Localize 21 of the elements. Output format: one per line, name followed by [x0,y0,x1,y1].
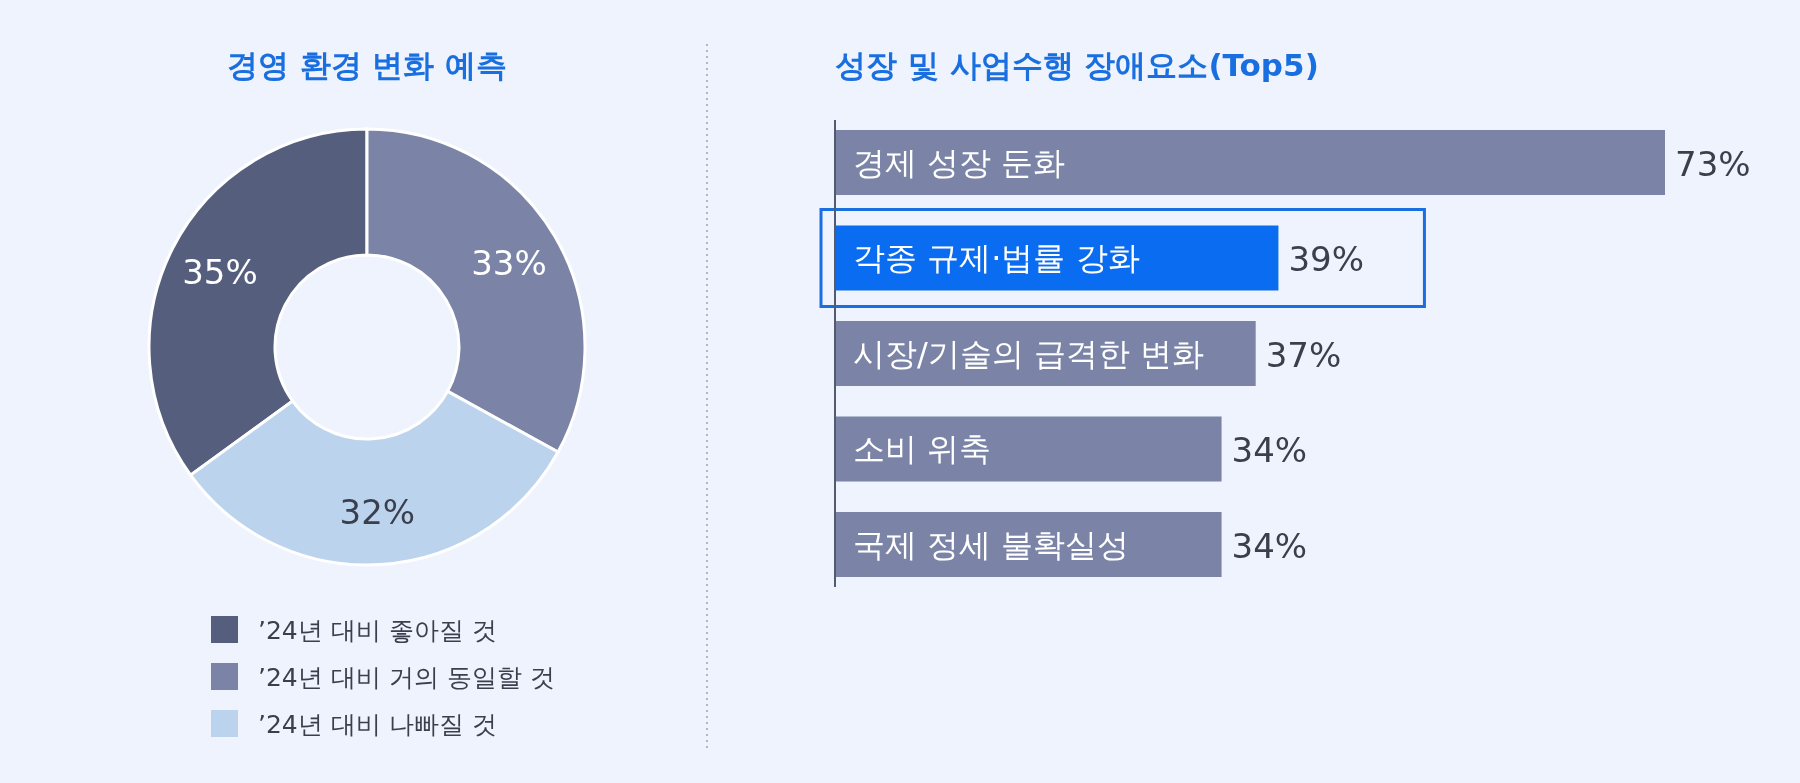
chart-title: 경영 환경 변화 예측 [226,47,508,83]
data-label: 34% [1231,525,1308,566]
legend-label: ’24년 대비 좋아질 것 [258,616,497,645]
legend-label: ’24년 대비 거의 동일할 것 [258,663,555,692]
y-tick-label: 시장/기술의 급격한 변화 [853,334,1205,373]
bar [835,416,1222,482]
bar [835,225,1279,291]
data-label: 39% [1288,239,1364,279]
legend-label: ’24년 대비 나빠질 것 [258,710,497,739]
bar [835,130,1665,195]
data-label: 73% [1675,143,1751,184]
y-tick-label: 경제 성장 둔화 [853,143,1066,182]
y-tick-label: 국제 정세 불확실성 [853,525,1130,564]
data-label: 37% [1265,334,1342,375]
data-label: 33% [471,243,547,284]
data-label: 32% [339,491,416,532]
y-tick-label: 각종 규제·법률 강화 [853,239,1140,277]
data-label: 34% [1231,430,1308,470]
y-tick-label: 소비 위축 [853,430,992,468]
chart-title: 성장 및 사업수행 장애요소(Top5) [835,47,1319,83]
data-label: 35% [182,252,258,293]
